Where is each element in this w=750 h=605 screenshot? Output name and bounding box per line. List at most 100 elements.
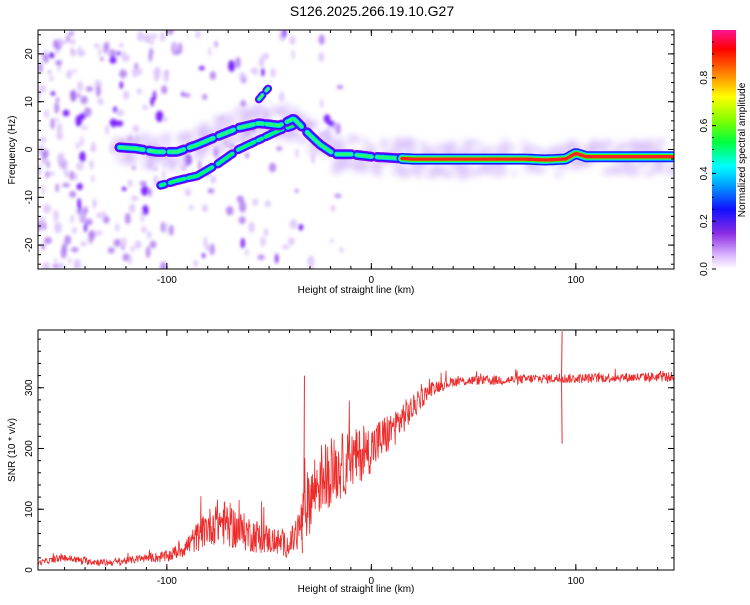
heatmap-x-tick-label: -100 (157, 275, 177, 286)
noise-blob (162, 162, 166, 169)
noise-blob (103, 42, 107, 54)
noise-blob (240, 99, 247, 108)
noise-blob (149, 240, 157, 249)
halo-blob (180, 155, 187, 161)
halo-blob (483, 146, 490, 154)
noise-blob (282, 30, 287, 39)
noise-blob (275, 253, 279, 264)
halo-blob (589, 140, 596, 146)
noise-blob (118, 42, 124, 48)
secondary-ridge-stroke (159, 124, 295, 187)
noise-blob (252, 198, 259, 206)
noise-blob (121, 236, 127, 248)
noise-blob (60, 246, 67, 259)
noise-blob (149, 39, 155, 45)
noise-blob (145, 246, 151, 259)
halo-blob (441, 169, 453, 178)
noise-blob (109, 142, 115, 154)
noise-blob (50, 117, 55, 130)
halo-blob (223, 112, 234, 120)
noise-blob (153, 69, 160, 82)
snr-spike (303, 375, 305, 516)
noise-blob (160, 32, 166, 42)
noise-blob (90, 141, 96, 152)
secondary-ridge (156, 121, 298, 190)
noise-blob (83, 222, 88, 233)
halo-blob (162, 133, 172, 140)
noise-blob (59, 163, 64, 169)
noise-blob (188, 204, 194, 210)
halo-blob (425, 170, 439, 179)
noise-blob (105, 50, 112, 56)
noise-blob (311, 156, 315, 165)
noise-blob (162, 169, 166, 180)
noise-blob (62, 109, 70, 117)
noise-blob (238, 216, 246, 225)
noise-blob (54, 221, 62, 234)
noise-blob (261, 67, 265, 77)
noise-blob (119, 69, 128, 79)
noise-blob (130, 245, 135, 253)
halo-blob (348, 134, 355, 143)
noise-blob (132, 124, 140, 133)
noise-blob (258, 56, 265, 68)
noise-blob (240, 237, 245, 249)
noise-blob (81, 125, 88, 131)
noise-blob (195, 30, 201, 39)
noise-blob (225, 205, 234, 216)
noise-blob (141, 226, 147, 234)
halo-blob (530, 146, 543, 153)
halo-blob (499, 165, 507, 172)
noise-blob (69, 170, 75, 181)
noise-blob (49, 75, 54, 82)
noise-blob (44, 49, 48, 55)
noise-blob (289, 218, 298, 230)
noise-blob (53, 209, 59, 222)
halo-blob (456, 169, 470, 180)
colorbar-tick-label: 0.8 (699, 70, 710, 84)
noise-blob (149, 48, 154, 57)
noise-blob (294, 188, 299, 194)
noise-blob (239, 200, 247, 213)
halo-blob (379, 138, 390, 146)
noise-blob (79, 151, 86, 163)
colorbar-gradient (712, 30, 736, 269)
figure-title: S126.2025.266.19.10.G27 (290, 3, 454, 19)
snr-x-axis-label: Height of straight line (km) (298, 584, 415, 595)
snr-ticks: -100 0 100 0 100 200 300 (24, 330, 674, 587)
main-ridge-strong-layer (400, 152, 674, 162)
colorbar-ticks: 0.0 0.2 0.4 0.6 0.8 (699, 41, 716, 276)
noise-blob (41, 150, 47, 161)
noise-blob (201, 204, 208, 213)
noise-blob (47, 69, 52, 76)
noise-blob (208, 46, 212, 57)
noise-blob (137, 30, 144, 42)
secondary-ridge-layer (159, 124, 295, 187)
noise-blob (52, 39, 59, 49)
noise-blob (327, 120, 335, 127)
noise-blob (136, 88, 142, 95)
noise-blob (89, 159, 94, 170)
noise-blob (76, 183, 83, 191)
noise-blob (48, 52, 55, 59)
halo-blob (393, 136, 402, 147)
halo-blob (368, 163, 381, 171)
noise-blob (55, 117, 60, 122)
noise-blob (146, 230, 152, 239)
colorbar: 0.0 0.2 0.4 0.6 0.8 Normalized spectral ampl… (699, 30, 748, 276)
noise-blob (235, 56, 241, 69)
snr-spike (301, 521, 303, 553)
noise-blob (78, 49, 86, 57)
noise-blob (42, 261, 51, 269)
heatmap-x-tick-label: 0 (369, 275, 375, 286)
noise-blob (323, 114, 331, 124)
heatmap-layer (38, 30, 674, 269)
noise-blob (45, 171, 50, 179)
noise-blob (130, 195, 139, 202)
noise-blob (75, 141, 80, 150)
noise-blob (198, 66, 205, 71)
noise-blob (239, 71, 246, 81)
noise-blob (163, 116, 168, 123)
